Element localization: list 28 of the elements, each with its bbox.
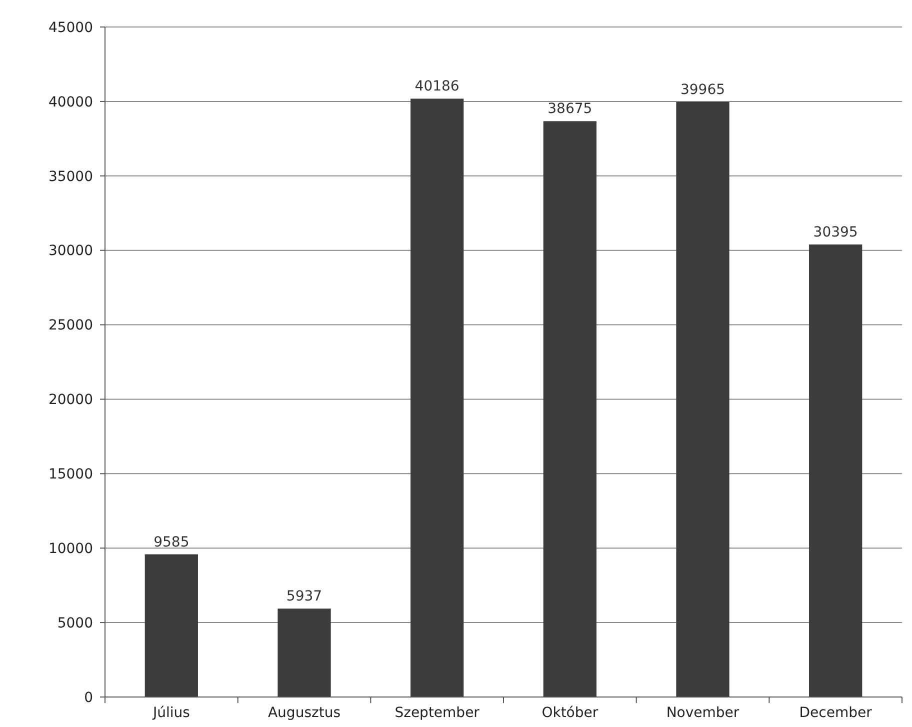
x-tick-label: Szeptember [394, 705, 480, 721]
y-tick-label: 20000 [48, 392, 93, 408]
bar [144, 554, 198, 697]
y-tick-label: 15000 [48, 466, 93, 483]
y-tick-label: 0 [84, 690, 93, 706]
x-tick-label: Július [152, 705, 190, 721]
data-label: 30395 [813, 224, 858, 240]
y-tick-label: 45000 [48, 20, 93, 36]
bar [676, 102, 730, 697]
data-label: 39965 [680, 82, 726, 98]
data-label: 5937 [286, 588, 322, 605]
y-tick-label: 25000 [48, 318, 93, 334]
data-label: 9585 [154, 534, 190, 550]
data-label: 38675 [548, 101, 592, 118]
y-tick-label: 10000 [48, 541, 93, 558]
x-tick-label: Október [542, 705, 598, 721]
x-tick-label: Augusztus [268, 705, 341, 721]
x-tick-label: November [666, 705, 740, 721]
bar [809, 244, 862, 697]
y-tick-label: 5000 [57, 615, 93, 632]
bar [278, 608, 331, 697]
bar [410, 98, 464, 697]
bar [543, 121, 596, 697]
y-tick-label: 40000 [48, 94, 93, 110]
x-tick-label: December [799, 705, 872, 721]
y-tick-label: 30000 [48, 243, 93, 260]
data-label: 40186 [414, 78, 460, 95]
y-tick-label: 35000 [48, 168, 93, 185]
